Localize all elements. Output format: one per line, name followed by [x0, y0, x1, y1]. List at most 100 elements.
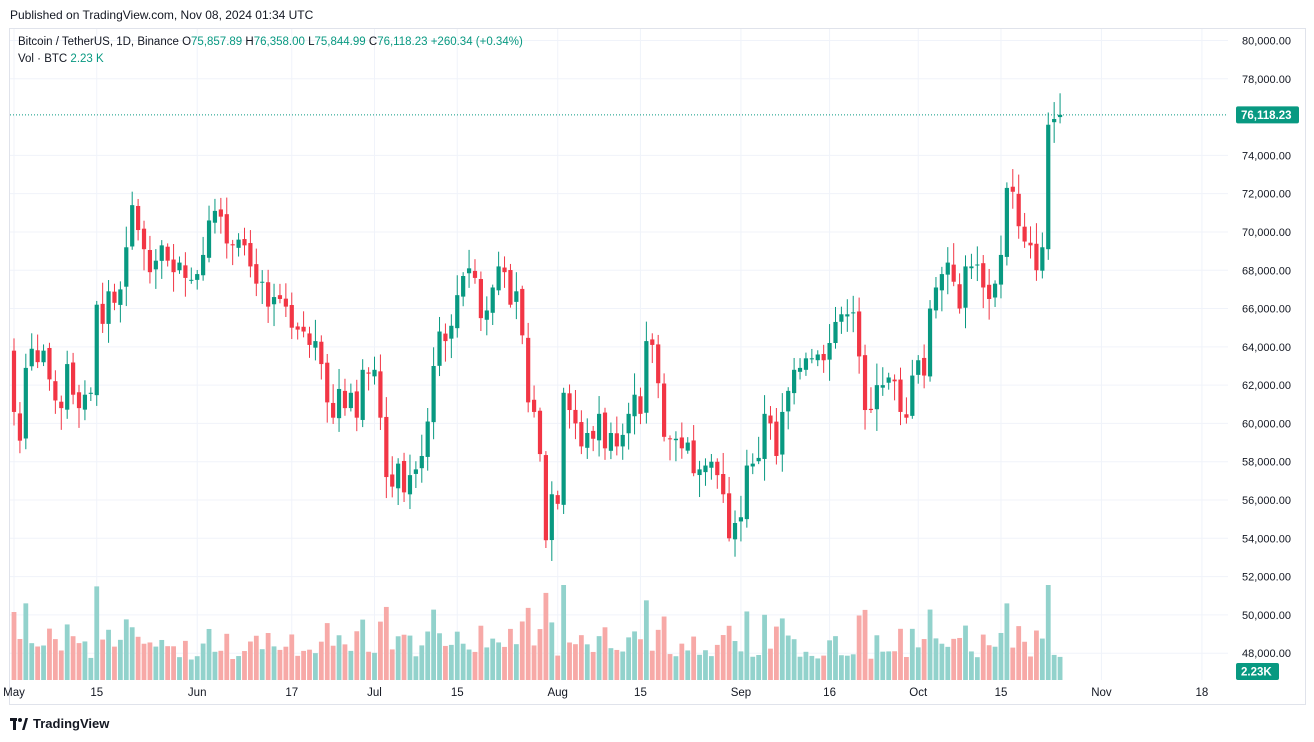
candle-body — [685, 442, 690, 451]
volume-bar — [348, 650, 354, 680]
candle-body — [118, 289, 123, 305]
volume-bar — [52, 639, 58, 680]
candle-body — [136, 205, 141, 231]
volume-bar — [496, 642, 502, 680]
candle-body — [862, 355, 868, 411]
candle-body — [189, 279, 194, 281]
candle-body — [461, 275, 466, 297]
volume-bar — [1004, 603, 1010, 680]
candle-body — [82, 394, 88, 410]
candle-body — [673, 438, 679, 441]
volume-bar — [833, 636, 838, 680]
time-axis: May 15 Jun 17 Jul 15 Aug 15 Sep 16 Oct 15 Nov 18 — [3, 687, 1208, 699]
candle-body — [319, 341, 324, 365]
candle-body — [271, 297, 277, 305]
candle-body — [466, 268, 472, 274]
volume-bar — [242, 651, 247, 680]
candle-body — [342, 390, 348, 409]
volume-bar — [679, 643, 685, 680]
volume-bar — [289, 634, 295, 680]
candle-body — [892, 379, 897, 382]
candle-body — [266, 282, 271, 307]
y-tick-label: 74,000.00 — [1242, 150, 1291, 162]
candle-body — [236, 239, 241, 248]
candle-body — [963, 266, 968, 308]
candle-body — [543, 455, 548, 541]
volume-bar — [720, 635, 726, 680]
candle-body — [632, 394, 637, 417]
volume-bar — [159, 639, 165, 680]
candle-body — [526, 337, 531, 403]
candle-body — [348, 392, 353, 409]
candle-body — [1010, 186, 1015, 192]
volume-bar — [188, 659, 194, 680]
volume-bar — [945, 646, 951, 680]
candle-body — [531, 399, 537, 412]
volume-bar — [986, 645, 992, 680]
volume-bar — [596, 636, 602, 680]
candle-body — [206, 220, 212, 258]
volume-bar — [117, 639, 123, 680]
candle-body — [786, 390, 791, 412]
candle-body — [821, 353, 826, 361]
candle-body — [992, 283, 998, 298]
symbol-title[interactable]: Bitcoin / TetherUS, 1D, Binance — [18, 36, 179, 48]
volume-bar — [360, 619, 366, 680]
volume-bar — [904, 657, 909, 680]
volume-bar — [76, 643, 82, 680]
candle-body — [277, 295, 283, 299]
volume-bar — [762, 614, 767, 680]
volume-bar — [714, 644, 720, 680]
volume-bar — [70, 636, 76, 680]
volume-bar — [519, 621, 525, 680]
volume-bar — [756, 655, 762, 680]
volume-bar — [1034, 630, 1039, 680]
volume-bar — [874, 635, 880, 680]
volume-bar — [41, 645, 46, 680]
last-volume-badge-bg — [1236, 663, 1279, 680]
volume-bar — [726, 625, 732, 680]
candle-body — [195, 274, 200, 280]
volume-bar — [862, 609, 868, 680]
volume-bar — [94, 586, 100, 680]
volume-value: 2.23 K — [70, 53, 104, 65]
volume-bar — [567, 642, 572, 680]
candle-body — [212, 210, 218, 223]
volume-bar — [342, 644, 348, 680]
volume-bar — [969, 651, 974, 680]
volume-bar — [839, 655, 844, 680]
candle-body — [35, 350, 40, 363]
candle-body — [845, 314, 850, 317]
candle-body — [768, 415, 773, 424]
candle-body — [295, 326, 300, 330]
volume-bar — [112, 646, 117, 680]
candle-body — [555, 495, 560, 504]
volume-bar — [655, 629, 661, 680]
tradingview-logo[interactable]: TradingView — [10, 716, 109, 731]
y-tick-label: 66,000.00 — [1242, 304, 1291, 316]
candle-body — [201, 254, 206, 276]
change-value: +260.34 (+0.34%) — [430, 36, 523, 48]
volume-label[interactable]: Vol · BTC — [18, 53, 68, 65]
candle-body — [147, 249, 153, 273]
volume-bar — [827, 640, 832, 680]
volume-bar — [401, 634, 407, 680]
volume-bar — [1016, 626, 1022, 680]
candle-body — [413, 469, 418, 474]
volume-bar — [809, 655, 815, 680]
candle-body — [313, 341, 318, 348]
volume-bar — [963, 625, 968, 680]
candle-body — [880, 385, 885, 388]
volume-bar — [909, 628, 915, 680]
candle-body — [815, 354, 820, 361]
candle-body — [573, 409, 578, 424]
candle-body — [697, 469, 702, 476]
volume-bar — [821, 655, 827, 680]
volume-bar — [1022, 641, 1028, 680]
candle-body — [927, 308, 933, 377]
candle-body — [165, 246, 170, 261]
volume-bar — [632, 631, 637, 680]
volume-bar — [638, 639, 643, 680]
candle-body — [366, 372, 371, 374]
